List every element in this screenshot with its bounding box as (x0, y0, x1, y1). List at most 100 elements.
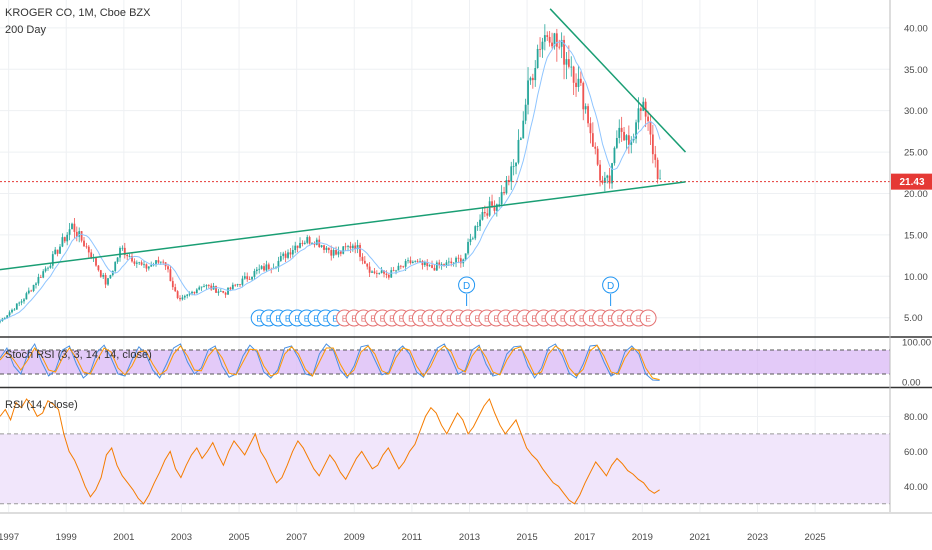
candle-body (265, 264, 268, 271)
candle-body (169, 269, 172, 282)
stoch-d-line (0, 344, 660, 381)
time-tick-label: 2005 (228, 532, 249, 543)
indicator-lines (0, 40, 890, 505)
time-tick-label: 2025 (805, 532, 826, 543)
candle-body (445, 262, 448, 266)
candle-body (267, 264, 270, 269)
candle-body (198, 287, 201, 290)
trendline-1[interactable] (549, 8, 687, 153)
candle-body (519, 138, 522, 140)
dividend-marker[interactable] (602, 276, 620, 294)
candle-body (505, 179, 508, 194)
candle-body (133, 261, 136, 264)
candle-body (635, 122, 637, 139)
candle-body (541, 41, 544, 50)
stoch-rsi-title: Stoch RSI (3, 3, 14, 14, close) (5, 349, 152, 361)
candle-body (603, 177, 606, 183)
earnings-marker-label: E (493, 314, 499, 324)
candle-body (68, 229, 71, 235)
earnings-marker-label: E (342, 314, 348, 324)
candle-body (589, 123, 592, 134)
candle-body (325, 247, 328, 250)
candle-body (167, 266, 169, 270)
earnings-marker-label: E (607, 314, 613, 324)
candle-body (277, 260, 280, 268)
candle-body (474, 226, 477, 239)
candle-body (18, 302, 21, 304)
candle-body (596, 148, 599, 165)
price-tick-label: 30.00 (904, 106, 928, 117)
candle-body (632, 138, 635, 141)
candle-body (452, 262, 455, 264)
time-tick-label: 2017 (574, 532, 595, 543)
candle-body (500, 192, 503, 205)
candle-body (203, 286, 205, 287)
trendline-0[interactable] (0, 181, 686, 271)
candle-body (253, 271, 256, 277)
price-tick-label: 5.00 (904, 313, 923, 324)
stoch-band (0, 350, 890, 374)
candle-body (416, 260, 419, 262)
dividend-marker[interactable] (458, 276, 476, 294)
earnings-marker-label: E (380, 314, 386, 324)
rsi-line (0, 397, 660, 505)
indicator-bands (0, 349, 890, 505)
candle-body (27, 290, 30, 294)
earnings-marker[interactable] (639, 309, 657, 327)
candle-body (20, 301, 23, 303)
candle-body (570, 66, 573, 68)
stoch-k-line (0, 342, 660, 381)
candle-body (109, 275, 112, 279)
candle-body (440, 264, 443, 266)
candle-body (371, 271, 373, 273)
time-tick-label: 2007 (286, 532, 307, 543)
candle-body (443, 264, 445, 266)
candle-body (248, 279, 251, 280)
current-price-badge (891, 173, 932, 190)
candle-body (601, 180, 604, 183)
candle-body (47, 267, 49, 269)
candle-body (159, 261, 162, 263)
earnings-marker-label: E (294, 314, 300, 324)
candle-body (613, 147, 616, 164)
candle-body (143, 264, 145, 266)
candle-body (162, 261, 165, 263)
candle-body (224, 292, 227, 295)
candle-body (419, 260, 421, 262)
candle-body (407, 260, 409, 262)
candle-body (171, 281, 174, 288)
candle-body (200, 286, 203, 288)
candle-body (649, 121, 652, 135)
candle-body (534, 68, 537, 81)
candle-body (447, 261, 450, 263)
time-tick-label: 2021 (689, 532, 710, 543)
time-tick-label: 2003 (171, 532, 192, 543)
candle-body (11, 309, 13, 313)
candle-body (361, 256, 364, 261)
candle-body (438, 262, 441, 266)
candle-body (308, 237, 311, 244)
candle-body (546, 35, 549, 37)
candle-body (431, 265, 433, 268)
candle-body (563, 39, 565, 65)
candle-body (428, 265, 431, 267)
candle-body (191, 291, 193, 294)
candle-body (119, 248, 121, 258)
candle-body (135, 262, 138, 264)
trendlines[interactable] (0, 8, 687, 271)
candle-body (296, 245, 299, 248)
candle-body (25, 293, 28, 300)
candle-body (176, 291, 179, 299)
moving-average-line (0, 40, 661, 322)
candle-body (414, 260, 417, 262)
candle-body (315, 239, 318, 245)
candle-body (342, 246, 345, 254)
earnings-marker-label: E (266, 314, 272, 324)
candle-body (577, 78, 580, 87)
dividend-marker-label: D (463, 281, 470, 292)
candle-body (49, 265, 52, 268)
candle-body (467, 241, 469, 254)
earnings-marker-label: E (351, 314, 357, 324)
